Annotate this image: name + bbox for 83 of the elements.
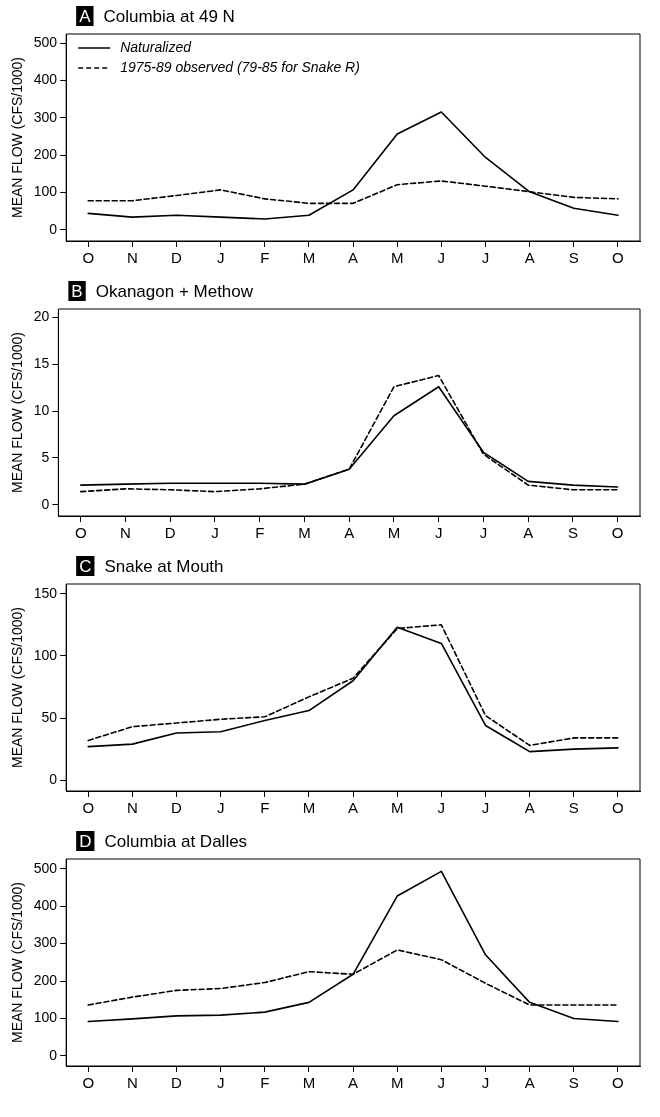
x-tick-label: F [260,799,270,817]
y-axis-title: MEAN FLOW (CFS/1000) [9,606,26,769]
y-tick-label: 15 [33,355,50,372]
y-tick-label: 0 [41,495,50,512]
x-tick-label: O [82,1074,95,1092]
x-tick-label: J [481,1074,490,1092]
y-tick-label: 200 [33,971,58,988]
x-tick-label: J [434,524,443,542]
y-tick-label: 150 [33,584,58,601]
y-axis-title: MEAN FLOW (CFS/1000) [9,331,26,494]
y-tick-label: 500 [33,859,58,876]
x-tick-label: O [82,249,95,267]
y-tick-label: 0 [49,220,58,237]
x-tick-label: M [390,799,404,817]
x-tick-label: D [171,249,183,267]
x-tick-label: O [611,524,624,542]
y-tick-label: 0 [49,771,58,788]
x-tick-label: O [612,799,624,817]
x-tick-label: A [348,799,359,817]
y-tick-label: 400 [33,897,58,914]
x-tick-label: J [481,799,490,817]
x-tick-label: M [390,1074,404,1092]
x-tick-label: A [344,524,355,542]
x-tick-label: S [568,799,579,817]
x-tick-label: J [216,249,225,267]
chart-title: A Columbia at 49 N [79,6,235,26]
y-tick-label: 500 [33,34,58,51]
x-tick-label: M [302,799,316,817]
x-tick-label: J [437,249,446,267]
y-tick-label: 50 [41,708,58,725]
chart-title: B Okanagon + Methow [71,281,254,301]
y-tick-label: 200 [33,146,58,163]
x-tick-label: J [481,249,490,267]
chart-title: D Columbia at Dalles [79,831,248,851]
x-tick-label: O [82,799,95,817]
x-tick-label: A [348,249,359,267]
x-tick-label: A [524,1074,535,1092]
x-tick-label: S [568,249,579,267]
x-tick-label: N [126,799,138,817]
y-tick-label: 300 [33,108,58,125]
x-tick-label: N [126,249,138,267]
x-tick-label: J [437,799,446,817]
x-tick-label: M [387,524,401,542]
x-tick-label: N [126,1074,138,1092]
legend-label: Naturalized [120,38,193,55]
y-tick-label: 100 [33,183,58,200]
y-tick-label: 400 [33,71,58,88]
x-tick-label: J [216,799,225,817]
x-tick-label: M [298,524,311,542]
x-tick-label: A [524,799,535,817]
x-tick-label: M [302,1074,316,1092]
y-tick-label: 300 [33,934,58,951]
x-tick-label: D [171,1074,183,1092]
x-tick-label: F [260,249,270,267]
y-tick-label: 20 [33,308,50,325]
x-tick-label: J [479,524,488,542]
x-tick-label: F [255,524,265,542]
y-tick-label: 100 [33,646,58,663]
y-axis-title: MEAN FLOW (CFS/1000) [9,881,26,1044]
chart-title: C Snake at Mouth [79,556,224,576]
x-tick-label: A [524,249,535,267]
legend-label: 1975-89 observed (79-85 for Snake R) [120,58,360,75]
y-tick-label: 0 [49,1046,58,1063]
x-tick-label: S [568,1074,579,1092]
x-tick-label: A [348,1074,359,1092]
x-tick-label: J [211,524,219,542]
x-tick-label: J [216,1074,225,1092]
x-tick-label: O [74,524,87,542]
x-tick-label: O [612,1074,624,1092]
y-tick-label: 10 [33,401,50,418]
y-tick-label: 5 [41,448,50,465]
x-tick-label: A [523,524,534,542]
x-tick-label: M [302,249,316,267]
y-axis-title: MEAN FLOW (CFS/1000) [9,56,26,219]
x-tick-label: O [612,249,624,267]
x-tick-label: D [171,799,183,817]
x-tick-label: S [567,524,578,542]
x-tick-label: J [437,1074,446,1092]
y-tick-label: 100 [33,1009,58,1026]
x-tick-label: D [164,524,176,542]
x-tick-label: F [260,1074,270,1092]
x-tick-label: M [390,249,404,267]
x-tick-label: N [120,524,131,542]
